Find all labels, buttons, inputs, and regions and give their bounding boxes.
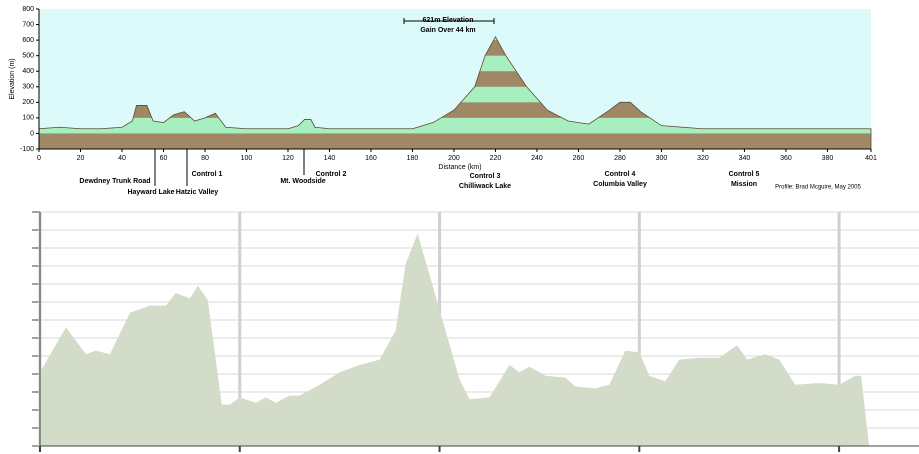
annotation: Control 2 (316, 171, 347, 178)
annotation: Columbia Valley (593, 181, 647, 188)
annotation: Mt. Woodside (280, 178, 325, 185)
y-tick-label: 800 (22, 6, 34, 13)
annotation: Hayward Lake (127, 189, 174, 196)
y-tick-label: 200 (22, 99, 34, 106)
y-tick-label: 500 (22, 53, 34, 60)
x-tick-label: 380 (822, 155, 834, 162)
x-tick-label: 401 (865, 155, 877, 162)
annotation: Dewdney Trunk Road (79, 178, 150, 185)
elevation-outline (38, 36, 872, 150)
x-tick-label: 140 (324, 155, 336, 162)
annotation: Control 1 (192, 171, 223, 178)
annotation: Chilliwack Lake (459, 183, 511, 190)
x-axis-title: Distance (km) (438, 164, 481, 171)
annotation: Control 3 (470, 173, 501, 180)
annotation: Control 5 (729, 171, 760, 178)
y-tick-label: 0 (30, 130, 34, 137)
x-tick-label: 180 (407, 155, 419, 162)
x-tick-label: 80 (201, 155, 209, 162)
y-tick-label: 600 (22, 37, 34, 44)
annotation: Mission (731, 181, 757, 188)
y-tick-label: 700 (22, 21, 34, 28)
annotation: Hatzic Valley (176, 189, 219, 196)
x-tick-label: 360 (780, 155, 792, 162)
y-axis-title: Elevation (m) (9, 58, 16, 99)
y-tick-label: 400 (22, 68, 34, 75)
x-tick-label: 100 (241, 155, 253, 162)
y-tick-label: -100 (20, 146, 34, 153)
credit: Profile: Brad Mcguire, May 2005 (775, 185, 861, 191)
x-tick-label: 40 (118, 155, 126, 162)
elevation-area (40, 233, 870, 446)
annotation: Control 4 (605, 171, 636, 178)
y-tick-label: 300 (22, 84, 34, 91)
elevation-band (39, 133, 871, 149)
x-tick-label: 300 (656, 155, 668, 162)
x-tick-label: 240 (531, 155, 543, 162)
x-tick-label: 320 (697, 155, 709, 162)
x-tick-label: 20 (77, 155, 85, 162)
x-tick-label: 200 (448, 155, 460, 162)
x-tick-label: 160 (365, 155, 377, 162)
x-tick-label: 260 (573, 155, 585, 162)
y-tick-label: 100 (22, 115, 34, 122)
x-tick-label: 60 (160, 155, 168, 162)
x-tick-label: 120 (282, 155, 294, 162)
x-tick-label: 340 (739, 155, 751, 162)
x-tick-label: 0 (37, 155, 41, 162)
annotation: Gain Over 44 km (420, 27, 475, 34)
annotation: 621m Elevation (423, 17, 474, 24)
x-tick-label: 280 (614, 155, 626, 162)
x-tick-label: 220 (490, 155, 502, 162)
